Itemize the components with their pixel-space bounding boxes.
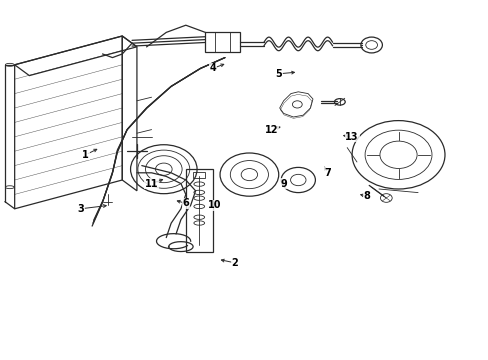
Text: 8: 8 — [363, 191, 369, 201]
Text: 9: 9 — [280, 179, 286, 189]
Text: 4: 4 — [209, 63, 216, 73]
Text: 10: 10 — [208, 200, 222, 210]
Text: 1: 1 — [82, 150, 89, 160]
Text: 5: 5 — [275, 69, 282, 79]
Text: 3: 3 — [77, 204, 84, 214]
Text: 13: 13 — [345, 132, 358, 142]
Bar — [193, 172, 205, 178]
Text: 2: 2 — [231, 258, 238, 268]
Bar — [205, 32, 239, 52]
Text: 11: 11 — [144, 179, 158, 189]
Text: 12: 12 — [264, 125, 278, 135]
Text: 6: 6 — [182, 198, 189, 208]
Text: 7: 7 — [324, 168, 330, 178]
Bar — [185, 169, 212, 252]
